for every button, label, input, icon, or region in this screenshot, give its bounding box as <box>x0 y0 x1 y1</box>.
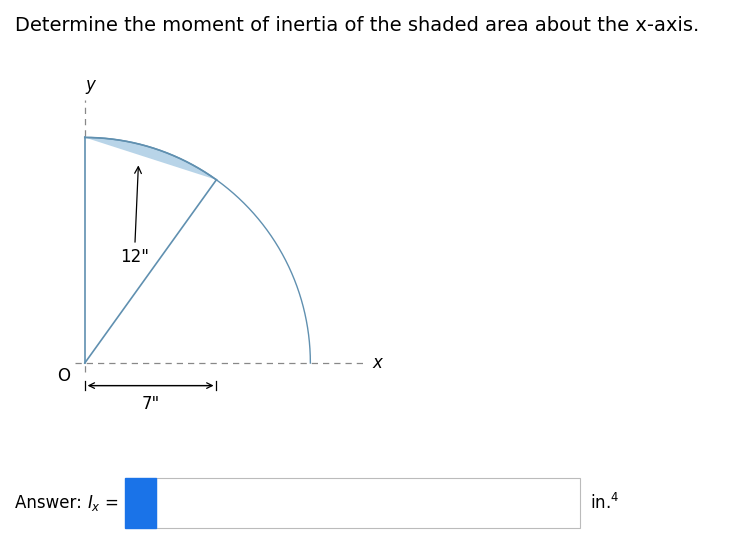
Text: 7": 7" <box>141 395 160 413</box>
Text: 12": 12" <box>120 167 149 265</box>
Polygon shape <box>85 138 216 363</box>
Text: x: x <box>373 354 383 372</box>
Text: in.$^4$: in.$^4$ <box>590 493 619 513</box>
Text: Answer:: Answer: <box>15 494 87 512</box>
FancyBboxPatch shape <box>125 479 156 528</box>
Text: y: y <box>85 76 95 94</box>
Text: O: O <box>57 367 70 385</box>
Text: $I_x$ =: $I_x$ = <box>87 493 119 513</box>
FancyBboxPatch shape <box>156 479 580 528</box>
Text: Determine the moment of inertia of the shaded area about the x-axis.: Determine the moment of inertia of the s… <box>15 16 699 35</box>
Text: i: i <box>138 494 144 512</box>
